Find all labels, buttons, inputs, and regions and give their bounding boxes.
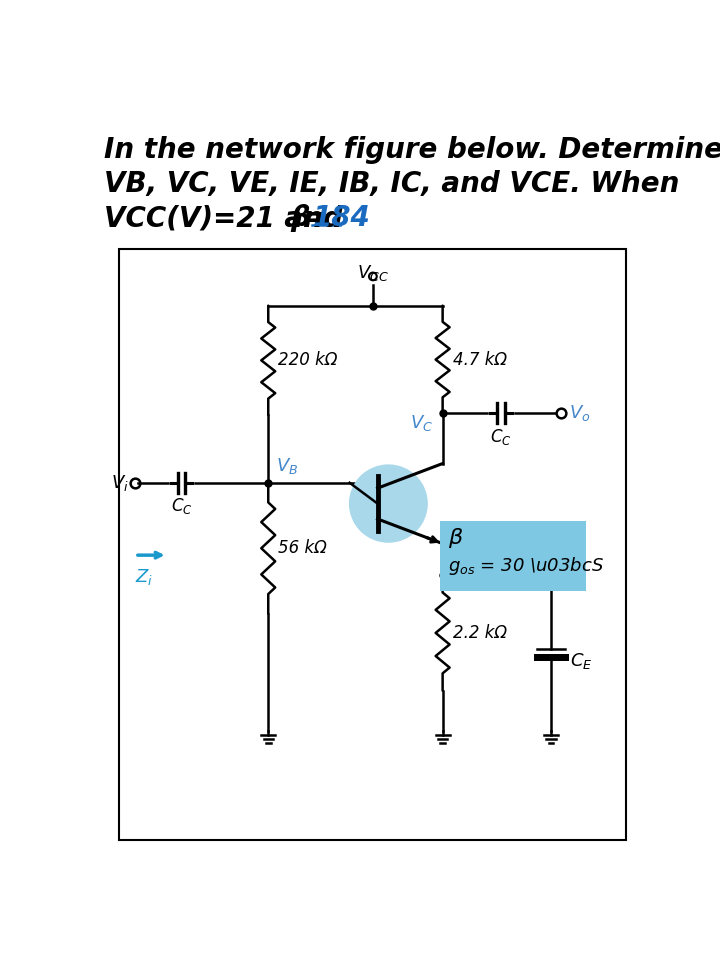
Text: VCC(V)=21 and: VCC(V)=21 and [104,204,352,232]
Text: $V_C$: $V_C$ [410,413,433,433]
Text: $V_B$: $V_B$ [276,456,298,476]
Circle shape [350,465,427,542]
Text: $Z_i$: $Z_i$ [135,567,153,587]
Text: $V_i$: $V_i$ [111,473,129,492]
Text: 220 kΩ: 220 kΩ [279,352,338,369]
Text: $C_C$: $C_C$ [490,426,512,446]
Text: VB, VC, VE, IE, IB, IC, and VCE. When: VB, VC, VE, IE, IB, IC, and VCE. When [104,170,680,198]
Text: In the network figure below. Determine the: In the network figure below. Determine t… [104,137,720,164]
FancyBboxPatch shape [441,521,586,591]
Text: $C_E$: $C_E$ [570,651,593,671]
Text: β: β [290,204,310,232]
Text: $C_C$: $C_C$ [171,496,192,516]
Text: $\beta$: $\beta$ [448,526,464,551]
Text: $V_{CC}$: $V_{CC}$ [357,263,389,283]
Text: =: = [303,204,326,232]
Text: $g_{os}$ = 30 \u03bcS: $g_{os}$ = 30 \u03bcS [448,554,604,576]
Text: 184: 184 [312,204,370,232]
Text: 4.7 kΩ: 4.7 kΩ [453,351,507,369]
Text: 2.2 kΩ: 2.2 kΩ [453,624,507,641]
Bar [120,250,626,840]
Text: $V_o$: $V_o$ [569,403,590,424]
Text: 56 kΩ: 56 kΩ [279,539,327,557]
